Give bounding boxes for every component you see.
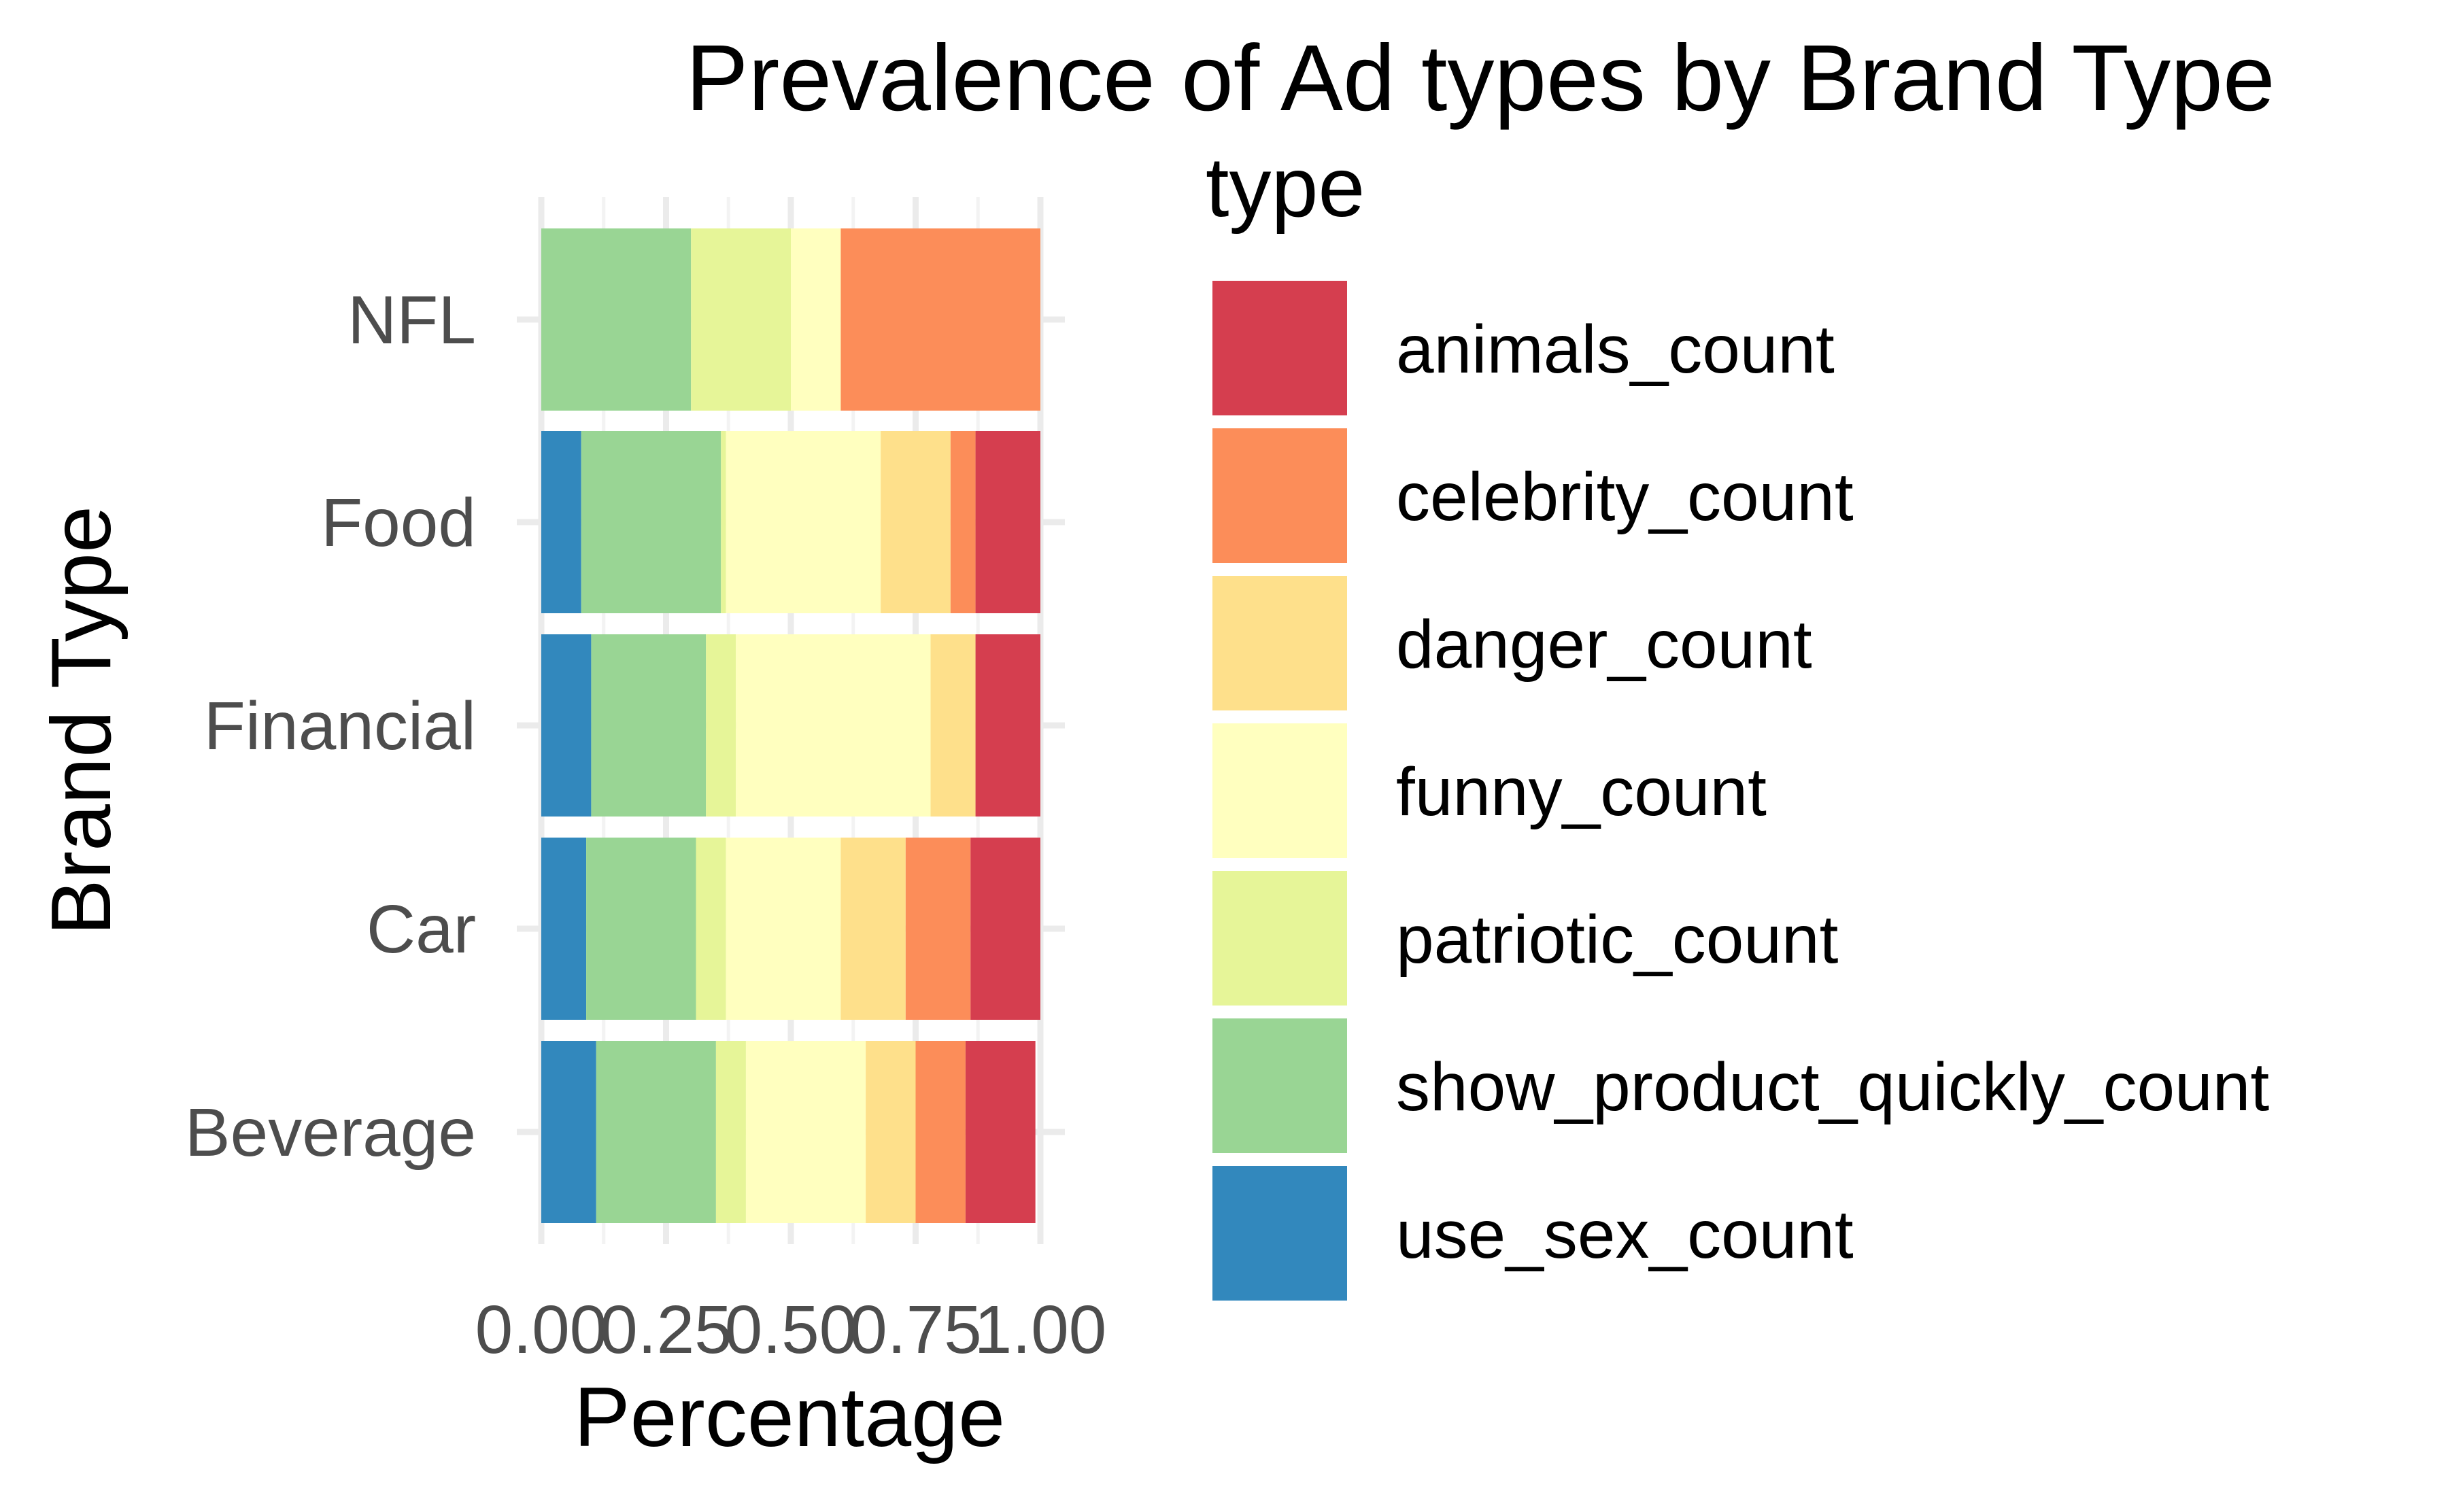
- bar-segment-funny_count: [736, 634, 931, 817]
- bar-segment-celebrity_count: [840, 228, 1040, 411]
- bar-segment-animals_count: [970, 838, 1040, 1020]
- legend-key: [1212, 281, 1347, 415]
- y-tick-label: Financial: [204, 688, 476, 764]
- bar-segment-celebrity_count: [905, 838, 971, 1020]
- legend-key: [1212, 871, 1347, 1006]
- x-axis-label: Percentage: [574, 1371, 1005, 1464]
- x-tick-label: 0.50: [725, 1292, 857, 1368]
- x-tick-label: 0.25: [600, 1292, 732, 1368]
- bar-segment-show_product_quickly_count: [596, 1041, 716, 1223]
- bar-segment-patriotic_count: [721, 431, 726, 613]
- legend-label: use_sex_count: [1396, 1197, 1854, 1273]
- y-tick-labels: NFL Food Financial Car Beverage: [185, 282, 476, 1171]
- bar-segment-use_sex_count: [541, 1041, 596, 1223]
- bar-segment-danger_count: [866, 1041, 916, 1223]
- legend-key: [1212, 576, 1347, 710]
- legend-key: [1212, 1166, 1347, 1301]
- bar-segment-animals_count: [975, 431, 1040, 613]
- bar-segment-danger_count: [930, 634, 976, 817]
- bars: [541, 228, 1040, 1223]
- x-tick-label: 1.00: [974, 1292, 1107, 1368]
- y-axis-label: Brand Type: [35, 506, 129, 935]
- bar-segment-funny_count: [726, 838, 841, 1020]
- bar-segment-funny_count: [745, 1041, 866, 1223]
- bar-segment-use_sex_count: [541, 838, 587, 1020]
- bar-segment-use_sex_count: [541, 431, 581, 613]
- bar-segment-celebrity_count: [915, 1041, 966, 1223]
- y-tick-label: Car: [367, 891, 476, 967]
- bar-segment-funny_count: [791, 228, 841, 411]
- bar-segment-patriotic_count: [691, 228, 791, 411]
- bar-segment-celebrity_count: [950, 431, 976, 613]
- legend-label: danger_count: [1396, 606, 1812, 683]
- bar-segment-patriotic_count: [715, 1041, 746, 1223]
- bar-segment-show_product_quickly_count: [581, 431, 721, 613]
- legend-title: type: [1206, 141, 1365, 235]
- bar-segment-use_sex_count: [541, 634, 592, 817]
- bar-segment-show_product_quickly_count: [541, 228, 692, 411]
- x-tick-label: 0.00: [475, 1292, 608, 1368]
- legend-label: animals_count: [1396, 311, 1835, 388]
- legend-key: [1212, 723, 1347, 858]
- legend-label: celebrity_count: [1396, 459, 1854, 535]
- bar-segment-funny_count: [726, 431, 881, 613]
- chart-title: Prevalence of Ad types by Brand Type: [685, 26, 2275, 131]
- legend-label: patriotic_count: [1396, 901, 1839, 978]
- y-tick-label: Food: [321, 485, 476, 561]
- legend-label: show_product_quickly_count: [1396, 1049, 2269, 1125]
- y-tick-label: Beverage: [185, 1095, 476, 1171]
- bar-segment-danger_count: [840, 838, 906, 1020]
- legend-label: funny_count: [1396, 754, 1767, 830]
- legend: animals_count celebrity_count danger_count…: [1212, 281, 2269, 1301]
- bar-segment-patriotic_count: [696, 838, 726, 1020]
- legend-key: [1212, 1018, 1347, 1153]
- bar-segment-patriotic_count: [706, 634, 736, 817]
- bar-segment-show_product_quickly_count: [591, 634, 707, 817]
- x-tick-labels: 0.000.250.500.751.00: [475, 1292, 1107, 1368]
- legend-key: [1212, 428, 1347, 563]
- y-tick-label: NFL: [347, 282, 476, 358]
- bar-segment-show_product_quickly_count: [586, 838, 696, 1020]
- bar-segment-danger_count: [881, 431, 951, 613]
- x-tick-label: 0.75: [849, 1292, 982, 1368]
- bar-segment-animals_count: [975, 634, 1040, 817]
- bar-segment-animals_count: [965, 1041, 1036, 1223]
